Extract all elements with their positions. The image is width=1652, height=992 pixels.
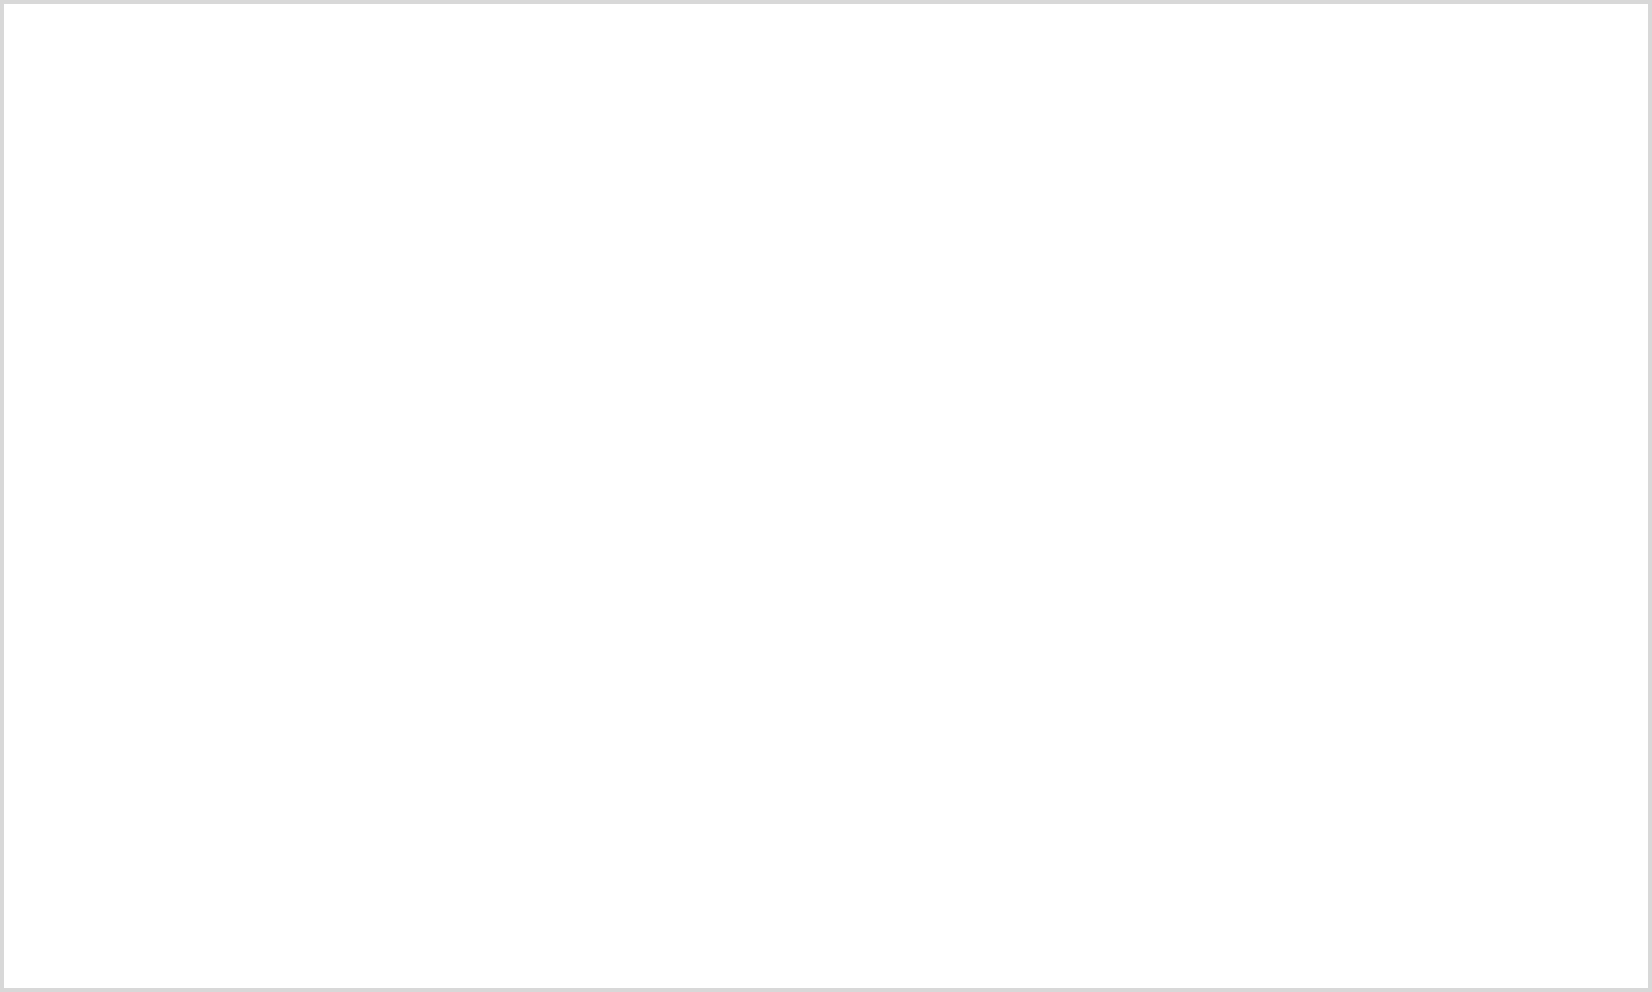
line-chart [4,4,1648,988]
